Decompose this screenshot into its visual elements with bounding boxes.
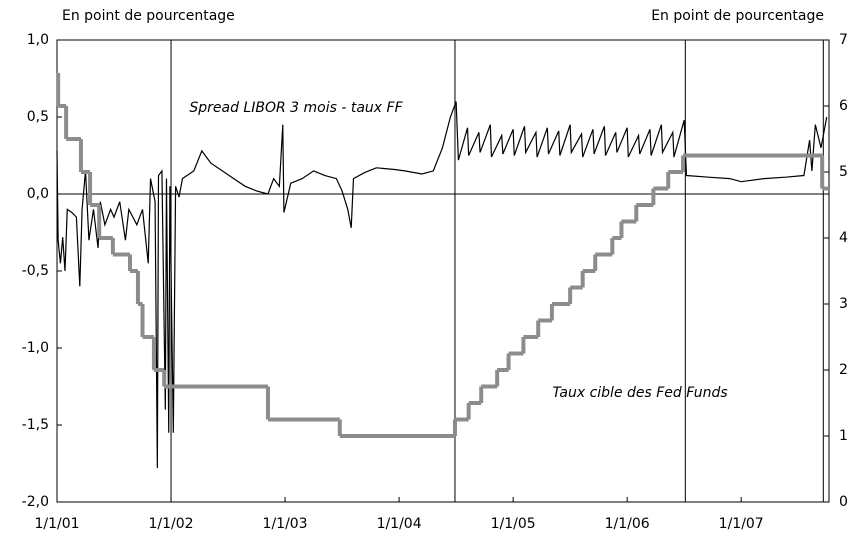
right-axis-label: En point de pourcentage <box>651 8 824 24</box>
x-tick-label: 1/1/07 <box>719 516 764 532</box>
y2-tick-label: 5 <box>839 164 848 180</box>
y2-tick-label: 4 <box>839 230 848 246</box>
y2-tick-label: 7 <box>839 32 848 48</box>
y2-tick-label: 1 <box>839 428 848 444</box>
x-tick-label: 1/1/01 <box>34 516 79 532</box>
y2-tick-label: 6 <box>839 98 848 114</box>
x-tick-label: 1/1/03 <box>263 516 308 532</box>
x-tick-label: 1/1/06 <box>605 516 650 532</box>
x-tick-label: 1/1/04 <box>377 516 422 532</box>
y-tick-label: -1,5 <box>22 417 49 433</box>
y2-tick-label: 3 <box>839 296 848 312</box>
y-tick-label: -2,0 <box>22 494 49 510</box>
y-tick-label: 1,0 <box>27 32 49 48</box>
x-tick-label: 1/1/05 <box>491 516 536 532</box>
y-tick-label: -0,5 <box>22 263 49 279</box>
y-tick-label: 0,5 <box>27 109 49 125</box>
annotation: Taux cible des Fed Funds <box>552 385 727 401</box>
series-line <box>56 101 828 469</box>
y-tick-label: -1,0 <box>22 340 49 356</box>
left-axis-label: En point de pourcentage <box>62 8 235 24</box>
x-tick-label: 1/1/02 <box>149 516 194 532</box>
y2-tick-label: 2 <box>839 362 848 378</box>
y-tick-label: 0,0 <box>27 186 49 202</box>
y2-tick-label: 0 <box>839 494 848 510</box>
annotation: Spread LIBOR 3 mois - taux FF <box>189 100 403 116</box>
